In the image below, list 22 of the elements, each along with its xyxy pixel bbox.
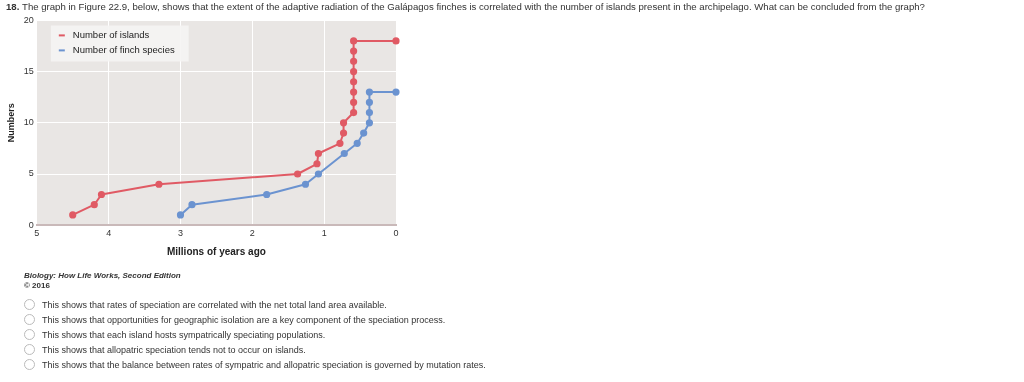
x-tick-label: 1 bbox=[321, 228, 327, 239]
y-tick-label: 5 bbox=[28, 168, 34, 179]
y-tick-label: 10 bbox=[23, 117, 34, 128]
x-tick-label: 2 bbox=[249, 228, 255, 239]
text: This shows that rates of speciation are correlated with the net total land area available. bbox=[42, 299, 387, 310]
x-tick-label: 0 bbox=[393, 228, 399, 239]
y-tick-label: 15 bbox=[23, 66, 34, 77]
text: 18. The graph in Figure 22.9, below, shows that the extent of the adaptive radiation of the Galápagos finches is correlated with the number of islands present in the archipelago. What can be concluded from the graph? bbox=[6, 1, 925, 12]
y-axis-title: Numbers bbox=[5, 103, 16, 143]
x-tick-label: 3 bbox=[177, 228, 183, 239]
legend-label: Number of finch species bbox=[72, 44, 175, 56]
text: This shows that opportunities for geographic isolation are a key component of the speciation process. bbox=[42, 314, 446, 325]
text: This shows that each island hosts sympatrically speciating populations. bbox=[42, 329, 326, 340]
y-tick-label: 0 bbox=[28, 219, 34, 230]
text: Biology: How Life Works, Second Edition bbox=[24, 271, 181, 281]
y-tick-label: 20 bbox=[23, 14, 34, 25]
text: © 2016 bbox=[24, 281, 51, 291]
x-tick-label: 4 bbox=[106, 228, 112, 239]
x-axis-title: Millions of years ago bbox=[166, 245, 266, 257]
legend-label: Number of islands bbox=[72, 29, 150, 41]
text: This shows that allopatric speciation tends not to occur on islands. bbox=[42, 344, 306, 355]
text: This shows that the balance between rates of sympatric and allopatric speciation is governed by mutation rates. bbox=[42, 359, 486, 370]
